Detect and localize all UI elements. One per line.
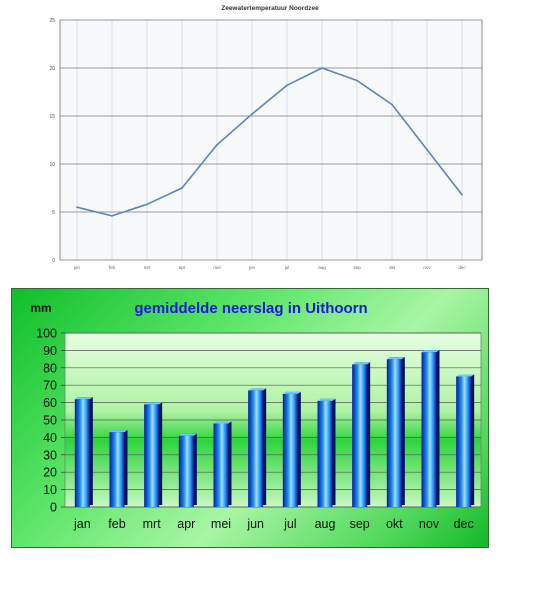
x-tick-label: aug (318, 265, 326, 270)
bar (213, 423, 229, 507)
y-axis-label: mm (30, 301, 51, 315)
x-tick-label: mrt (144, 265, 151, 270)
data-point (146, 203, 148, 206)
x-tick-label: mrt (143, 517, 162, 531)
chart-title: gemiddelde neerslag in Uithoorn (134, 300, 367, 317)
bar-top (109, 430, 128, 433)
bar (144, 404, 160, 507)
plot-area (59, 19, 483, 261)
bar-top (178, 433, 197, 436)
bar (421, 352, 437, 507)
x-tick-label: jun (246, 517, 264, 531)
bar (282, 393, 298, 507)
data-point (426, 148, 428, 151)
y-tick-label: 90 (43, 344, 57, 358)
x-tick-label: jul (283, 517, 297, 531)
bar-top (352, 362, 371, 365)
bar-top (213, 421, 232, 424)
bar-top (386, 357, 405, 360)
data-point (251, 113, 253, 115)
y-tick-label: 25 (49, 18, 55, 24)
y-tick-label: 70 (43, 379, 57, 393)
x-tick-label: okt (386, 517, 403, 531)
y-tick-label: 40 (43, 431, 57, 445)
data-point (181, 187, 183, 189)
precipitation-chart: 0 10 20 30 40 50 60 70 80 90 100 mm gemiddelde neers… (30, 300, 482, 531)
bar-top (248, 388, 267, 391)
y-tick-label: 30 (43, 448, 57, 462)
bar-top (282, 391, 301, 394)
bar (74, 399, 90, 507)
x-tick-label: dec (458, 265, 466, 270)
y-tick-label: 80 (43, 361, 57, 375)
y-tick-label: 60 (43, 396, 57, 410)
x-tick-label: feb (108, 517, 125, 531)
data-point (321, 67, 323, 69)
x-tick-label: okt (389, 265, 396, 270)
x-tick-label: sep (353, 265, 361, 270)
x-tick-label: jul (284, 265, 290, 270)
y-tick-label: 20 (43, 466, 57, 480)
y-tick-label: 0 (52, 258, 55, 264)
data-point (111, 214, 113, 217)
y-tick-label: 50 (43, 414, 57, 428)
y-tick-label: 10 (43, 483, 57, 497)
x-tick-label: sep (350, 517, 370, 531)
bar (317, 400, 333, 507)
y-tick-label: 100 (36, 327, 57, 341)
x-tick-label: apr (177, 517, 195, 531)
bar (178, 435, 194, 507)
temperature-line (76, 67, 463, 217)
bar (456, 376, 472, 507)
x-tick-label: mei (213, 265, 220, 270)
x-tick-label: jan (73, 265, 81, 270)
chart-title: Zeewatertemperatuur Noordzee (221, 5, 319, 12)
bar (248, 390, 264, 507)
sea-temperature-chart: 0 5 10 15 20 25 jan feb mrt apr mei jun jul aug sep okt… (49, 5, 483, 270)
bar-top (421, 350, 440, 353)
data-point (216, 143, 218, 146)
bar-top (317, 398, 336, 401)
x-tick-label: mei (211, 517, 231, 531)
bar-top (74, 397, 93, 400)
bar-top (456, 374, 475, 377)
bar-top (144, 402, 163, 405)
y-tick-label: 15 (49, 114, 55, 120)
x-tick-label: nov (423, 265, 431, 270)
x-tick-label: dec (454, 517, 474, 531)
data-point (461, 193, 463, 196)
y-tick-label: 20 (49, 66, 55, 72)
data-point (391, 103, 393, 106)
data-point (76, 206, 78, 209)
x-tick-label: jan (73, 517, 91, 531)
x-tick-label: jun (248, 265, 256, 270)
bar (109, 432, 125, 507)
data-point (356, 79, 358, 82)
y-tick-label: 0 (50, 501, 57, 515)
data-point (286, 84, 288, 87)
y-tick-label: 10 (49, 162, 55, 168)
x-tick-label: nov (419, 517, 440, 531)
x-tick-label: feb (109, 265, 116, 270)
bar (352, 364, 368, 507)
x-tick-label: aug (315, 517, 336, 531)
x-tick-label: apr (179, 265, 186, 270)
y-tick-label: 5 (52, 210, 55, 216)
bar (386, 359, 402, 507)
